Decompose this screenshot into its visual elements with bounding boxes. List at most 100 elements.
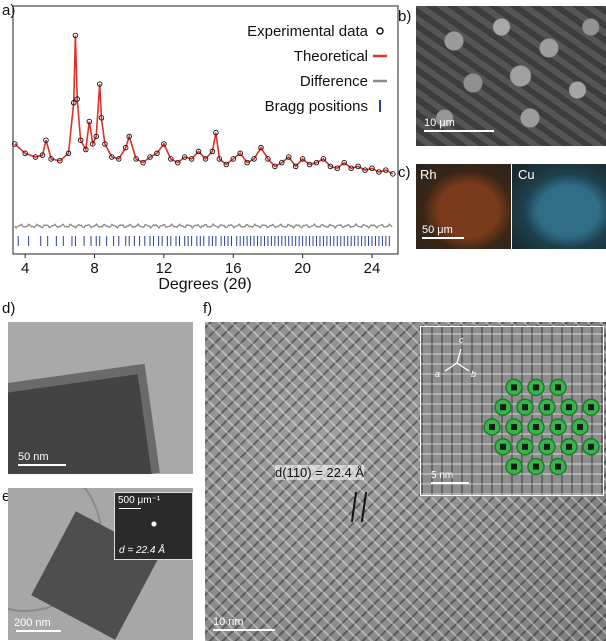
experimental-point (11, 141, 18, 147)
pore-center (489, 424, 495, 430)
pore-center (522, 404, 528, 411)
experimental-point (369, 165, 375, 171)
difference-series (14, 222, 393, 230)
experimental-point (32, 154, 39, 160)
inset-overlay (431, 348, 600, 484)
panel-c-label: c) (398, 164, 411, 181)
x-tick-label: 24 (364, 260, 381, 277)
hrtem-inset: c a b 5 nm (420, 326, 604, 496)
tem-edge-scalebar (18, 464, 66, 466)
eds-cu-label: Cu (518, 167, 535, 182)
inset-scalebar-label: 5 nm (431, 470, 454, 481)
experimental-point (390, 171, 396, 177)
theoretical-series (14, 35, 394, 175)
axis-c-label: c (459, 335, 464, 345)
experimental-point (98, 115, 105, 121)
experimental-point (195, 148, 202, 155)
experimental-point (272, 163, 278, 170)
tem-crystal-scalebar (16, 630, 61, 632)
pore-center (566, 404, 572, 411)
pore-center (544, 443, 550, 450)
pore-center (588, 404, 594, 411)
legend-label: Difference (300, 73, 368, 90)
experimental-point (362, 167, 368, 173)
pore-center (500, 443, 506, 450)
pore-center (577, 424, 583, 430)
experimental-point (341, 159, 347, 166)
x-tick-label: 4 (21, 260, 29, 277)
x-tick-label: 16 (225, 260, 242, 277)
experimental-point (279, 159, 285, 166)
x-tick-label: 8 (90, 260, 98, 277)
experimental-point (209, 148, 216, 155)
experimental-point (57, 158, 63, 164)
hrtem-scalebar-label: 10 nm (213, 616, 244, 628)
hrtem-scalebar (213, 629, 275, 631)
experimental-point (147, 154, 153, 160)
experimental-point (383, 167, 389, 173)
legend-label: Experimental data (247, 23, 369, 40)
panel-a-label: a) (2, 2, 16, 19)
pxrd-chart: 4 8 12 16 20 24 Experimental data Theoretical D… (11, 5, 399, 293)
experimental-point (334, 165, 341, 171)
d110-annotation: d(110) = 22.4 Å (275, 465, 365, 480)
pore-center (555, 424, 561, 430)
experimental-point (320, 156, 327, 162)
experimental-point (251, 156, 257, 162)
fft-inset: 500 μm⁻¹ d = 22.4 Å (114, 492, 193, 560)
pore-center (500, 404, 506, 411)
experimental-point (306, 161, 313, 168)
experimental-point (202, 156, 209, 162)
experimental-point (213, 129, 219, 136)
experimental-point (65, 150, 72, 157)
pore-center (533, 384, 539, 391)
eds-cu-map: Cu (512, 164, 606, 249)
sem-scalebar (424, 130, 494, 132)
experimental-point (86, 118, 93, 125)
eds-rh-label: Rh (420, 167, 437, 182)
experimental-point (175, 159, 181, 166)
tem-edge-image: 50 nm (8, 322, 193, 474)
pore-center (533, 424, 539, 430)
tem-edge-scalebar-label: 50 nm (18, 451, 49, 463)
legend-label: Bragg positions (265, 98, 368, 115)
experimental-point (299, 156, 306, 162)
hrtem-image: d(110) = 22.4 Å 10 nm c a b 5 nm (205, 322, 606, 641)
experimental-point (22, 150, 28, 157)
experimental-point (216, 156, 223, 162)
experimental-point (90, 141, 96, 147)
experimental-point (265, 156, 271, 162)
experimental-point (237, 150, 243, 157)
fft-scalebar (119, 508, 141, 509)
experimental-point (39, 152, 46, 158)
x-axis-label: Degrees (2θ) (158, 276, 251, 293)
pore-center (588, 443, 594, 450)
pore-center (511, 424, 517, 430)
experimental-point (77, 137, 84, 143)
experimental-point (102, 141, 108, 147)
experimental-point (258, 144, 264, 151)
experimental-point (43, 137, 49, 143)
pore-center (555, 384, 561, 391)
experimental-point (313, 159, 320, 166)
experimental-point (188, 156, 195, 162)
x-tick-label: 12 (156, 260, 173, 277)
legend-marker (376, 27, 384, 35)
experimental-point (133, 156, 139, 162)
pore-center (555, 463, 561, 470)
legend-label: Theoretical (294, 48, 368, 65)
experimental-point (230, 156, 236, 162)
experimental-point (244, 159, 250, 166)
experimental-point (116, 156, 122, 162)
experimental-point (355, 163, 361, 170)
experimental-point (376, 169, 382, 175)
experimental-point (126, 133, 132, 140)
pore-center (566, 443, 572, 450)
x-tick-label: 20 (294, 260, 311, 277)
eds-scalebar-label: 50 μm (422, 224, 453, 236)
experimental-point (72, 32, 79, 39)
experimental-point (122, 144, 129, 151)
experimental-point (74, 96, 80, 102)
tem-crystal-scalebar-label: 200 nm (14, 617, 51, 629)
axis-a-label: a (435, 369, 441, 379)
